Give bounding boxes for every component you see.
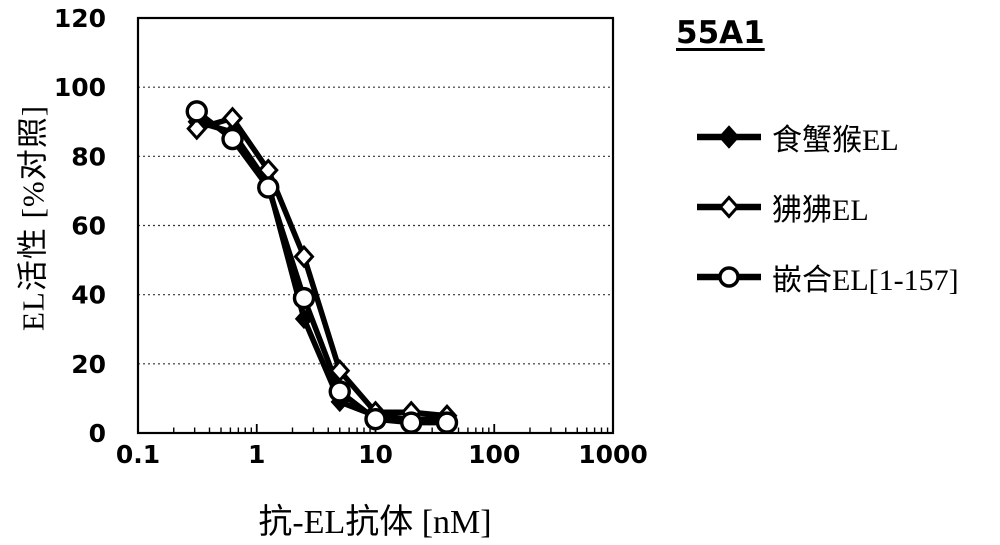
legend-entry-label: 狒狒EL <box>772 194 869 227</box>
y-tick-label-100: 100 <box>54 73 106 102</box>
series-2-marker-open-circle <box>364 407 387 431</box>
open-diamond-icon <box>718 195 740 219</box>
series-1-marker-open-diamond <box>186 116 208 141</box>
series-2-marker-open-circle <box>435 411 459 434</box>
series-line-1 <box>194 115 450 419</box>
series-0-marker-filled-diamond <box>294 308 314 330</box>
y-tick-label-120: 120 <box>54 4 106 33</box>
legend-marker-filled-diamond <box>697 125 761 149</box>
filled-diamond-icon <box>718 125 740 149</box>
series-2-marker-open-circle <box>185 100 208 123</box>
series-1-marker-open-diamond <box>293 244 315 269</box>
series-2-marker-open-circle <box>400 411 423 434</box>
legend-entry-label: 食蟹猴EL <box>772 124 899 157</box>
x-tick-label-100: 100 <box>468 440 520 469</box>
series-line-0 <box>194 119 450 422</box>
series-2-marker-open-circle <box>292 286 316 310</box>
x-tick-label-10: 10 <box>358 440 393 469</box>
series-2-marker-open-circle <box>328 380 351 403</box>
x-tick-label-1: 1 <box>248 440 265 469</box>
y-axis-title: EL活性 [%对照] <box>15 104 51 332</box>
series-1-marker-open-diamond <box>221 106 244 131</box>
dose-response-plot: 0.1 1 10 100 1000 0 20 40 60 80 100 120 <box>54 4 648 469</box>
x-axis-title: 抗-EL抗体 [nM] <box>258 504 492 541</box>
legend-marker-open-circle <box>697 266 761 288</box>
series-line-2 <box>194 108 450 426</box>
legend-entries: 食蟹猴EL 狒狒EL 嵌合EL[1-157] <box>672 123 959 297</box>
y-tick-label-20: 20 <box>71 350 106 379</box>
y-tick-label-0: 0 <box>89 419 106 448</box>
chart-title: 55A1 <box>676 15 765 51</box>
x-tick-label-0.1: 0.1 <box>116 440 160 469</box>
x-tick-label-1000: 1000 <box>578 440 648 469</box>
open-circle-icon <box>718 266 740 288</box>
series-2-marker-open-circle <box>221 127 244 151</box>
legend-entry-0: 食蟹猴EL <box>696 123 959 157</box>
legend-entry-1: 狒狒EL <box>696 193 959 227</box>
legend-entry-2: 嵌合EL[1-157] <box>696 263 959 297</box>
y-tick-label-60: 60 <box>71 212 106 241</box>
legend-entry-label: 嵌合EL[1-157] <box>772 264 959 297</box>
legend-marker-open-diamond <box>697 195 761 219</box>
series-1-marker-open-diamond <box>329 359 351 383</box>
y-tick-label-40: 40 <box>71 281 106 310</box>
y-tick-label-80: 80 <box>71 142 106 171</box>
legend: 55A1 食蟹猴EL 狒狒EL 嵌合EL[1-157] <box>672 14 959 297</box>
series-2-marker-open-circle <box>257 176 280 199</box>
